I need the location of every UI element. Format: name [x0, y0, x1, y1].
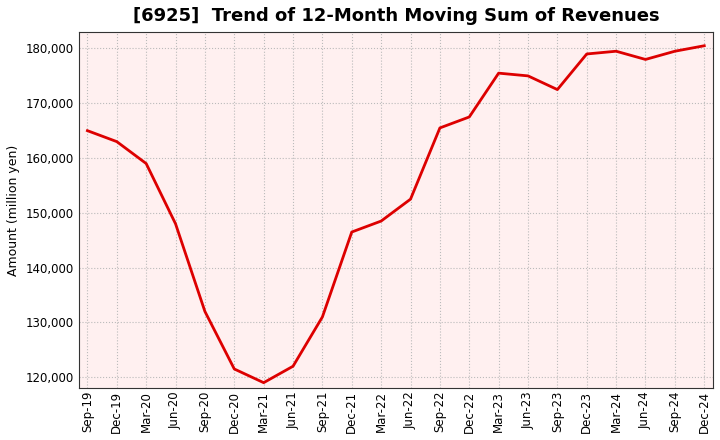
Y-axis label: Amount (million yen): Amount (million yen) [7, 144, 20, 276]
Title: [6925]  Trend of 12-Month Moving Sum of Revenues: [6925] Trend of 12-Month Moving Sum of R… [132, 7, 659, 25]
